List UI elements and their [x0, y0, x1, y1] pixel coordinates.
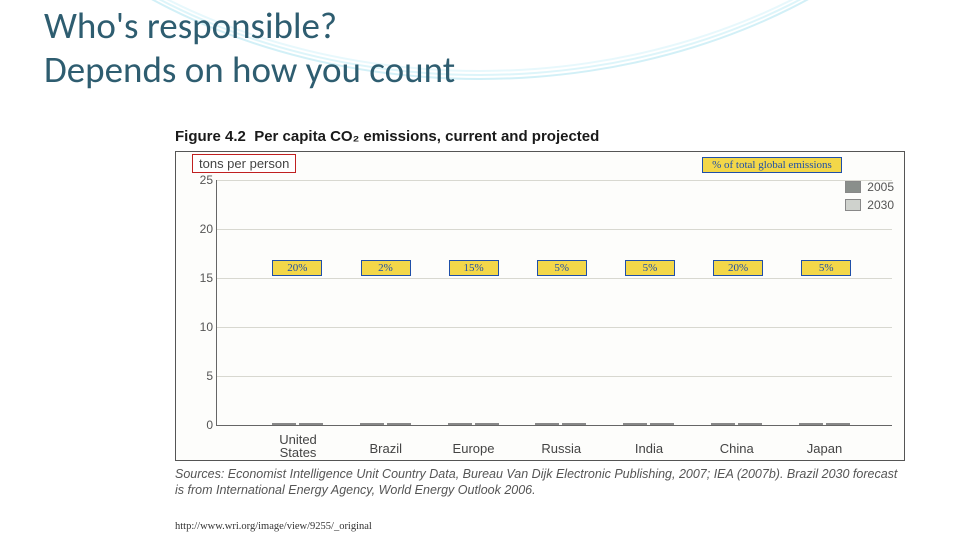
bar	[299, 423, 323, 425]
emissions-pct-badge: 5%	[801, 260, 851, 276]
legend-swatch-2005	[845, 181, 861, 193]
bar-group	[360, 423, 411, 425]
y-tick: 5	[189, 369, 213, 383]
emissions-pct-badge: 5%	[625, 260, 675, 276]
bar	[623, 423, 647, 425]
legend: 2005 2030	[845, 180, 894, 216]
bar	[826, 423, 850, 425]
x-category-label: China	[720, 442, 754, 455]
figure-title-lead: Figure 4.2	[175, 128, 246, 145]
bar	[448, 423, 472, 425]
plot-area: 0510152025UnitedStatesBrazilEuropeRussia…	[216, 180, 892, 426]
bar-group	[799, 423, 850, 425]
x-category-label: UnitedStates	[279, 433, 317, 459]
legend-item: 2030	[845, 198, 894, 212]
y-axis-label: tons per person	[192, 154, 296, 173]
legend-swatch-2030	[845, 199, 861, 211]
x-category-label: Russia	[541, 442, 581, 455]
y-tick: 15	[189, 271, 213, 285]
y-tick: 10	[189, 320, 213, 334]
emissions-pct-badge: 5%	[537, 260, 587, 276]
page-title: Who's responsible? Depends on how you co…	[44, 4, 455, 91]
legend-label-2005: 2005	[867, 180, 894, 194]
y-tick: 0	[189, 418, 213, 432]
bar	[562, 423, 586, 425]
emissions-pct-badge: 2%	[361, 260, 411, 276]
chart: tons per person 0510152025UnitedStatesBr…	[175, 151, 905, 461]
x-category-label: Brazil	[369, 442, 402, 455]
bar	[650, 423, 674, 425]
bar	[535, 423, 559, 425]
bar	[738, 423, 762, 425]
title-line-1: Who's responsible?	[44, 4, 455, 48]
bar-group	[272, 423, 323, 425]
emissions-pct-badge: 15%	[449, 260, 499, 276]
bar	[799, 423, 823, 425]
bar	[360, 423, 384, 425]
bar-group	[711, 423, 762, 425]
emissions-pct-badge: 20%	[272, 260, 322, 276]
source-url: http://www.wri.org/image/view/9255/_orig…	[175, 521, 372, 532]
y-tick: 20	[189, 222, 213, 236]
title-line-2: Depends on how you count	[44, 48, 455, 92]
x-category-label: India	[635, 442, 663, 455]
legend-label-2030: 2030	[867, 198, 894, 212]
figure: Figure 4.2 Per capita CO₂ emissions, cur…	[175, 128, 915, 498]
bar	[475, 423, 499, 425]
bar	[711, 423, 735, 425]
bar-group	[535, 423, 586, 425]
bar	[387, 423, 411, 425]
x-category-label: Europe	[453, 442, 495, 455]
x-category-label: Japan	[807, 442, 842, 455]
bar	[272, 423, 296, 425]
emissions-pct-header: % of total global emissions	[702, 157, 842, 173]
bar-group	[623, 423, 674, 425]
figure-title-rest: Per capita CO₂ emissions, current and pr…	[254, 128, 599, 145]
emissions-pct-badge: 20%	[713, 260, 763, 276]
legend-item: 2005	[845, 180, 894, 194]
figure-title: Figure 4.2 Per capita CO₂ emissions, cur…	[175, 128, 915, 145]
bar-group	[448, 423, 499, 425]
figure-sources: Sources: Economist Intelligence Unit Cou…	[175, 467, 905, 498]
y-tick: 25	[189, 173, 213, 187]
